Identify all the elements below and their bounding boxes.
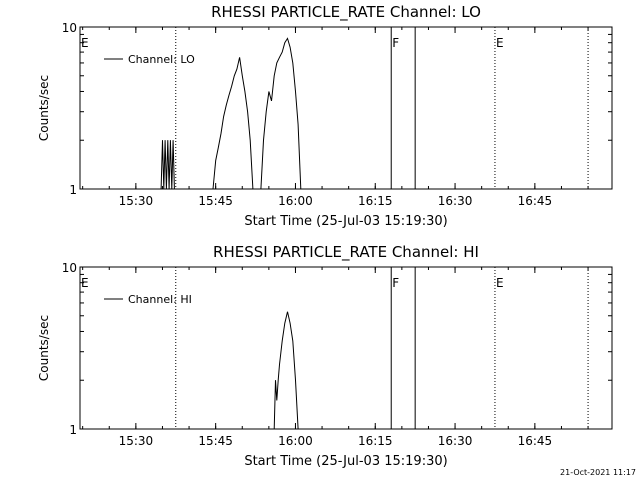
x-tick-label: 16:30 (438, 434, 473, 448)
plot-frame (79, 266, 613, 430)
x-axis-label: Start Time (25-Jul-03 15:19:30) (244, 454, 447, 469)
marker-label: E (496, 276, 504, 290)
x-tick-label: 16:00 (278, 194, 313, 208)
chart-title: RHESSI PARTICLE_RATE Channel: LO (211, 3, 481, 22)
series-line (273, 311, 299, 430)
legend-label: Channel: LO (128, 53, 195, 66)
marker-label: F (392, 36, 399, 50)
legend-label: Channel: HI (128, 293, 192, 306)
y-tick-label: 1 (69, 183, 77, 197)
plot-area: 15:30 15:45 16:00 16:15 16:30 16:45 1 10 E F E Chan… (62, 21, 613, 208)
panel-lo: RHESSI PARTICLE_RATE Channel: LO Counts/… (37, 3, 613, 229)
series-line (160, 140, 175, 190)
footer-timestamp: 21-Oct-2021 11:17 (560, 468, 636, 477)
chart-title: RHESSI PARTICLE_RATE Channel: HI (213, 243, 479, 262)
x-axis-label: Start Time (25-Jul-03 15:19:30) (244, 214, 447, 229)
marker-label: E (496, 36, 504, 50)
x-tick-label: 16:45 (518, 434, 553, 448)
series-line (212, 57, 254, 190)
y-tick-label: 10 (62, 21, 77, 35)
x-tick-label: 15:30 (119, 194, 154, 208)
y-tick-label: 10 (62, 261, 77, 275)
x-tick-label: 15:45 (198, 194, 233, 208)
plot-area: 15:30 15:45 16:00 16:15 16:30 16:45 1 10 E F E Chan… (62, 261, 613, 448)
x-tick-label: 15:45 (198, 434, 233, 448)
panel-hi: RHESSI PARTICLE_RATE Channel: HI Counts/… (37, 243, 613, 469)
x-tick-label: 16:15 (358, 434, 393, 448)
x-tick-label: 16:45 (518, 194, 553, 208)
marker-label: E (81, 36, 89, 50)
marker-label: E (81, 276, 89, 290)
y-tick-label: 1 (69, 423, 77, 437)
plot-frame (79, 26, 613, 190)
series-line (260, 37, 302, 190)
y-axis-label: Counts/sec (37, 75, 51, 141)
x-tick-label: 15:30 (119, 434, 154, 448)
x-tick-label: 16:30 (438, 194, 473, 208)
x-tick-label: 16:00 (278, 434, 313, 448)
x-tick-label: 16:15 (358, 194, 393, 208)
marker-label: F (392, 276, 399, 290)
y-axis-label: Counts/sec (37, 315, 51, 381)
